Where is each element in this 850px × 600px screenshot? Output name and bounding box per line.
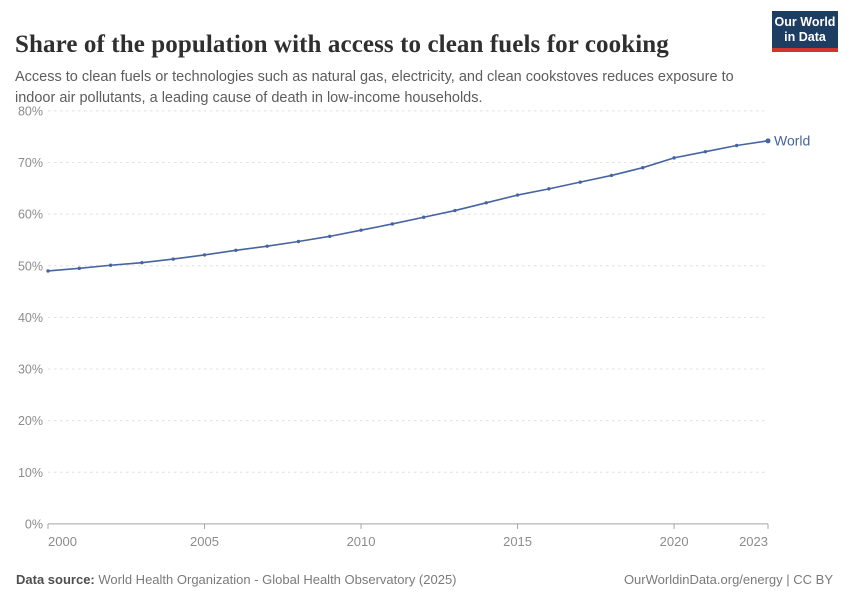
data-point bbox=[453, 208, 457, 213]
data-point bbox=[265, 244, 269, 248]
y-tick-label: 10% bbox=[18, 466, 43, 480]
x-tick-label: 2015 bbox=[503, 534, 532, 549]
data-point bbox=[765, 138, 771, 144]
chart-footer: Data source: World Health Organization -… bbox=[0, 572, 850, 590]
data-point bbox=[77, 266, 82, 271]
y-tick-label: 60% bbox=[18, 208, 43, 222]
data-point bbox=[46, 269, 50, 273]
data-point bbox=[140, 260, 144, 265]
chart-title: Share of the population with access to c… bbox=[15, 30, 669, 58]
series-line-world bbox=[47, 140, 769, 272]
data-source-note: Data source: World Health Organization -… bbox=[16, 572, 457, 587]
y-tick-label: 80% bbox=[18, 104, 43, 118]
x-tick-label: 2000 bbox=[48, 534, 77, 549]
data-point bbox=[672, 156, 676, 160]
data-point bbox=[515, 193, 520, 197]
data-point bbox=[484, 201, 488, 205]
data-source-label: Data source: bbox=[16, 572, 95, 587]
data-point bbox=[609, 173, 614, 178]
credit-note: OurWorldinData.org/energy | CC BY bbox=[623, 572, 833, 587]
y-tick-label: 30% bbox=[18, 363, 43, 377]
x-tick-label: 2005 bbox=[190, 534, 219, 549]
data-point bbox=[296, 239, 301, 244]
y-tick-label: 70% bbox=[18, 156, 43, 170]
y-tick-label: 50% bbox=[18, 259, 43, 273]
data-point bbox=[202, 253, 207, 257]
y-tick-label: 0% bbox=[25, 517, 43, 531]
x-tick-label: 2023 bbox=[739, 534, 768, 549]
owid-logo-line2: in Data bbox=[784, 29, 826, 44]
data-point bbox=[641, 165, 645, 170]
data-point bbox=[734, 143, 739, 148]
y-tick-label: 20% bbox=[18, 414, 43, 428]
series-label-world: World bbox=[774, 132, 810, 148]
x-tick-label: 2020 bbox=[660, 534, 689, 549]
data-point bbox=[421, 215, 426, 219]
y-tick-label: 40% bbox=[18, 311, 43, 325]
data-point bbox=[703, 149, 708, 154]
chart-subtitle: Access to clean fuels or technologies su… bbox=[15, 68, 734, 106]
data-point bbox=[234, 248, 238, 252]
data-point bbox=[359, 228, 363, 232]
data-point bbox=[328, 234, 332, 239]
data-point bbox=[547, 187, 551, 191]
x-tick-label: 2010 bbox=[347, 534, 376, 549]
data-point bbox=[578, 180, 582, 184]
data-point bbox=[108, 263, 113, 267]
owid-logo: Our World in Data bbox=[772, 11, 838, 52]
owid-logo-line1: Our World bbox=[774, 14, 836, 29]
data-point bbox=[390, 222, 395, 226]
data-source-value: World Health Organization - Global Healt… bbox=[94, 572, 457, 587]
data-point bbox=[171, 257, 175, 261]
line-chart: 0% 10% 20% 30% 40% 50% 60% 70% 80% 2000 2005 2010 20… bbox=[18, 104, 810, 549]
